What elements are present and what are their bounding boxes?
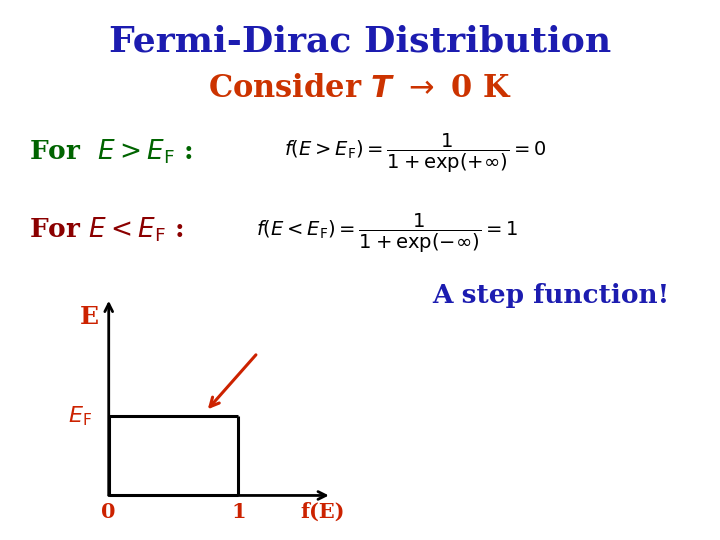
Text: A step function!: A step function! <box>432 284 670 308</box>
Text: 0: 0 <box>102 502 116 522</box>
Text: $E_{\mathrm{F}}$: $E_{\mathrm{F}}$ <box>68 404 92 428</box>
Text: f(E): f(E) <box>300 502 345 522</box>
Text: $f(E < E_{\mathrm{F}}) = \dfrac{1}{1+\exp(-\infty)} = 1$: $f(E < E_{\mathrm{F}}) = \dfrac{1}{1+\ex… <box>256 212 518 255</box>
Text: Consider $\bfit{T}$ $\rightarrow$ 0 K: Consider $\bfit{T}$ $\rightarrow$ 0 K <box>208 73 512 104</box>
Text: Fermi-Dirac Distribution: Fermi-Dirac Distribution <box>109 24 611 58</box>
Text: 1: 1 <box>231 502 246 522</box>
Text: For  $E > E_{\mathrm{F}}$ :: For $E > E_{\mathrm{F}}$ : <box>29 138 193 166</box>
Text: $f(E > E_{\mathrm{F}}) = \dfrac{1}{1+\exp(+\infty)} = 0$: $f(E > E_{\mathrm{F}}) = \dfrac{1}{1+\ex… <box>284 132 546 176</box>
Text: E: E <box>80 305 99 329</box>
Text: For $E < E_{\mathrm{F}}$ :: For $E < E_{\mathrm{F}}$ : <box>29 216 184 245</box>
